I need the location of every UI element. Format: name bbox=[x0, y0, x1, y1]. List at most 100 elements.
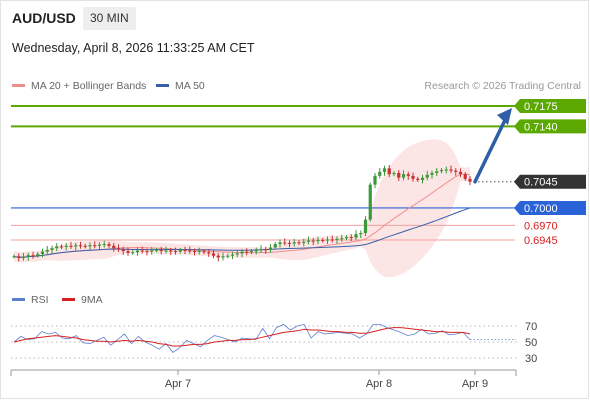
candle-body bbox=[112, 245, 116, 249]
candle bbox=[349, 234, 353, 242]
legend-label-ma50: MA 50 bbox=[175, 80, 205, 92]
candle bbox=[283, 238, 287, 246]
candle bbox=[278, 239, 282, 248]
candle-body bbox=[69, 245, 73, 247]
candle bbox=[268, 244, 273, 253]
candle bbox=[392, 170, 396, 177]
candle bbox=[173, 247, 178, 255]
candle bbox=[131, 250, 135, 255]
candle bbox=[340, 234, 344, 242]
candle-body bbox=[397, 173, 401, 178]
candle-body bbox=[83, 245, 87, 247]
candle-body bbox=[93, 245, 97, 247]
candle-body bbox=[126, 251, 130, 253]
candle-body bbox=[216, 255, 220, 258]
candle bbox=[202, 249, 206, 255]
candle bbox=[230, 251, 235, 260]
candle-body bbox=[188, 250, 192, 252]
candle bbox=[164, 246, 168, 254]
candle-body bbox=[40, 251, 45, 254]
candle-body bbox=[145, 251, 149, 253]
candle bbox=[55, 242, 59, 252]
candle bbox=[135, 247, 140, 256]
candle-body bbox=[135, 250, 140, 253]
candle-body bbox=[306, 240, 311, 242]
candle-body bbox=[140, 250, 144, 252]
candle bbox=[254, 247, 258, 255]
candle bbox=[406, 171, 410, 180]
candle-body bbox=[12, 256, 16, 258]
candle-body bbox=[230, 254, 235, 256]
candle bbox=[83, 243, 87, 249]
candle bbox=[397, 170, 401, 182]
rsi-9ma-series-line bbox=[13, 327, 471, 347]
candle-body bbox=[401, 174, 406, 178]
candle-body bbox=[420, 177, 425, 180]
candle-body bbox=[454, 170, 458, 172]
candle-body bbox=[268, 247, 273, 250]
candle-body bbox=[330, 239, 334, 241]
candle-body bbox=[340, 238, 344, 240]
candle-body bbox=[192, 251, 197, 253]
candle bbox=[425, 170, 429, 181]
candle-body bbox=[311, 240, 315, 242]
candle-body bbox=[378, 171, 382, 176]
candle bbox=[330, 235, 334, 243]
candle bbox=[145, 248, 149, 256]
candle-body bbox=[430, 173, 434, 175]
candle-body bbox=[97, 244, 102, 246]
rsi-series-line bbox=[13, 323, 471, 353]
rsi-tick-label: 50 bbox=[525, 337, 537, 349]
candle-body bbox=[373, 175, 377, 185]
candle bbox=[93, 241, 97, 249]
legend-label-9ma: 9MA bbox=[81, 294, 103, 306]
candle-body bbox=[344, 237, 349, 239]
candle bbox=[226, 253, 230, 259]
candle bbox=[463, 172, 467, 181]
candle bbox=[297, 240, 301, 245]
legend-label-ma20: MA 20 + Bollinger Bands bbox=[31, 80, 147, 92]
candle bbox=[245, 248, 249, 256]
candle-body bbox=[226, 255, 230, 257]
candle bbox=[69, 241, 73, 249]
candle bbox=[344, 235, 349, 241]
candle bbox=[273, 242, 277, 250]
candle bbox=[302, 238, 306, 247]
candle-body bbox=[254, 250, 258, 252]
candle-body bbox=[444, 169, 448, 171]
candle bbox=[26, 252, 30, 261]
candle-body bbox=[245, 251, 249, 253]
candle-body bbox=[249, 251, 254, 253]
candle-body bbox=[387, 168, 391, 175]
candle bbox=[36, 251, 40, 258]
level-value-text: 0.7140 bbox=[524, 121, 558, 133]
candle bbox=[411, 172, 415, 182]
candle-body bbox=[292, 242, 296, 244]
candle bbox=[21, 252, 26, 261]
candle-body bbox=[150, 250, 154, 252]
research-credit: Research © 2026 Trading Central bbox=[424, 80, 581, 92]
candle-body bbox=[259, 249, 263, 251]
candle-body bbox=[164, 250, 168, 252]
level-value-text: 0.6945 bbox=[524, 235, 558, 247]
candle-body bbox=[207, 252, 211, 254]
level-label-0: 0.7175 bbox=[514, 99, 586, 113]
candle bbox=[454, 168, 458, 176]
timeframe-badge[interactable]: 30 MIN bbox=[83, 7, 136, 30]
candle-body bbox=[197, 251, 201, 253]
candle bbox=[188, 246, 192, 254]
candle-body bbox=[435, 171, 439, 173]
candle-body bbox=[416, 178, 420, 180]
candle-body bbox=[382, 168, 387, 172]
candle bbox=[78, 241, 83, 249]
candle bbox=[169, 247, 173, 255]
candle-body bbox=[78, 245, 83, 247]
candle bbox=[468, 175, 472, 186]
candle bbox=[116, 244, 121, 252]
candle-body bbox=[354, 234, 358, 238]
candle-body bbox=[363, 219, 368, 234]
candle-body bbox=[74, 245, 78, 247]
candle-body bbox=[449, 169, 453, 171]
rsi-tick-label: 30 bbox=[525, 353, 537, 365]
level-value-text: 0.7175 bbox=[524, 101, 558, 113]
